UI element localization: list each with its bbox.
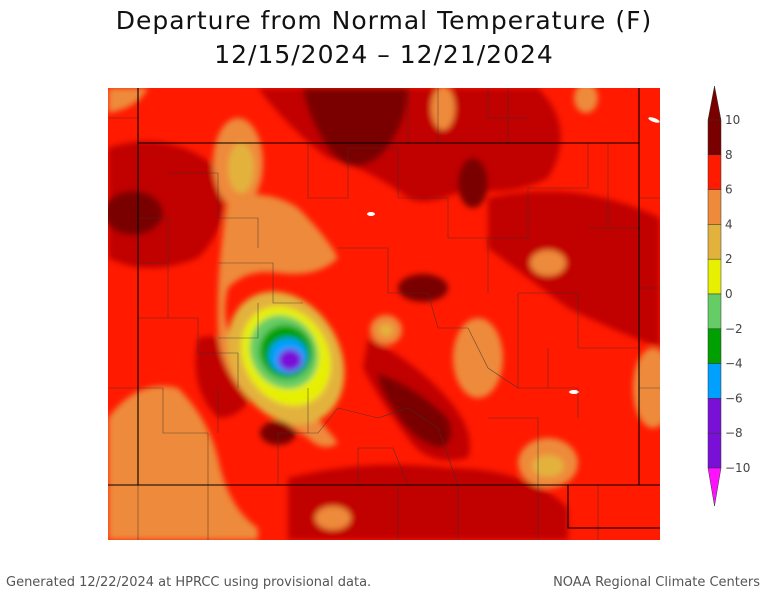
region-plus2-north	[228, 143, 254, 193]
region-plus4-east-small	[530, 250, 566, 276]
white-speck	[367, 212, 375, 216]
region-plus4-northeast-small	[431, 88, 455, 130]
region-plus10-west	[108, 191, 163, 235]
legend-overflow-high	[707, 86, 722, 121]
region-plus4-east	[453, 318, 503, 398]
region-plus4-southwest	[108, 386, 258, 540]
legend-cell	[707, 432, 722, 469]
region-plus8-east	[488, 191, 660, 348]
region-plus10-center	[398, 274, 448, 302]
legend-overflow-low	[707, 467, 722, 507]
temperature-departure-map	[108, 88, 660, 540]
map-title: Departure from Normal Temperature (F)	[115, 6, 653, 35]
legend-tick-label: 6	[725, 183, 733, 197]
legend-tick-label: 2	[725, 252, 733, 266]
legend-tick-label: 0	[725, 287, 733, 301]
state-boundary	[108, 88, 660, 529]
color-scale-legend: 10 8 6 4 2 0 −2 −4 −6 −8 −10	[707, 86, 750, 507]
region-plus4-south-small	[315, 506, 351, 530]
white-speck	[648, 117, 660, 123]
region-plus10-north	[303, 88, 408, 166]
legend-cell	[707, 154, 722, 190]
legend-cell	[707, 363, 722, 399]
legend-cell	[707, 293, 722, 330]
legend-tick-label: −2	[725, 322, 743, 336]
region-plus2-southeast	[532, 455, 564, 477]
region-plus10-southcenter	[378, 373, 452, 448]
legend-tick-label: −8	[725, 426, 743, 440]
legend-tick-label: −10	[725, 461, 750, 475]
generated-note: Generated 12/22/2024 at HPRCC using prov…	[6, 575, 372, 590]
legend-cell	[707, 258, 722, 295]
legend-tick-label: 10	[725, 113, 740, 127]
legend-cell	[707, 328, 722, 364]
region-plus2-center-small	[379, 324, 393, 336]
legend-cell	[707, 119, 722, 156]
region-minus8-cold-anomaly	[278, 349, 302, 371]
legend-tick-label: −4	[725, 357, 743, 371]
legend-cell	[707, 398, 722, 434]
source-credit: NOAA Regional Climate Centers	[553, 575, 760, 590]
legend-cell	[707, 224, 722, 260]
legend-tick-label: −6	[725, 391, 743, 405]
map-date-range: 12/15/2024 – 12/21/2024	[214, 40, 554, 69]
region-plus4-northeast-top	[574, 88, 598, 113]
white-speck	[569, 390, 579, 394]
legend-tick-label: 4	[725, 217, 733, 231]
legend-cell	[707, 189, 722, 225]
region-plus10-northeast	[458, 158, 488, 208]
legend-tick-label: 8	[725, 148, 733, 162]
